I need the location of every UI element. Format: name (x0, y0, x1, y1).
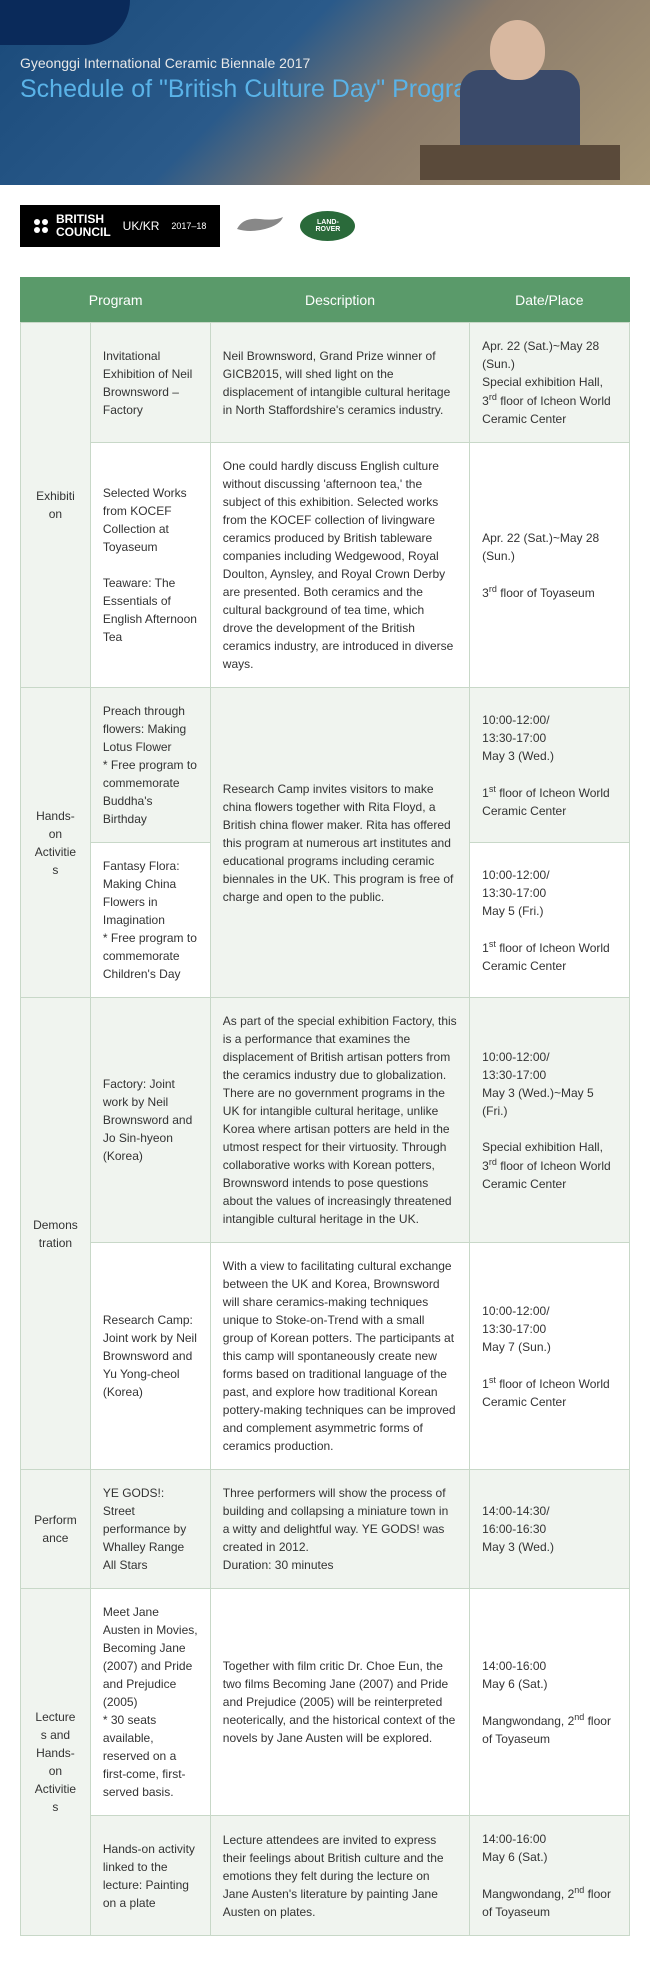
date-cell: 14:00-16:00May 6 (Sat.)Mangwondang, 2nd … (470, 1816, 630, 1936)
date-cell: Apr. 22 (Sat.)~May 28 (Sun.)Special exhi… (470, 323, 630, 443)
date-cell: 14:00-14:30/16:00-16:30May 3 (Wed.) (470, 1470, 630, 1589)
description-cell: Together with film critic Dr. Choe Eun, … (210, 1589, 469, 1816)
hero-illustration (420, 10, 620, 180)
date-cell: 10:00-12:00/13:30-17:00May 5 (Fri.)1st f… (470, 843, 630, 998)
program-cell: Factory: Joint work by Neil Brownsword a… (90, 998, 210, 1243)
table-row: ExhibitionInvitational Exhibition of Nei… (21, 323, 630, 443)
landrover-logo: LAND-ROVER (300, 211, 355, 241)
table-row: Research Camp: Joint work by Neil Browns… (21, 1243, 630, 1470)
category-cell: Exhibition (21, 323, 91, 688)
description-cell: Research Camp invites visitors to make c… (210, 688, 469, 998)
program-cell: Preach through flowers: Making Lotus Flo… (90, 688, 210, 843)
program-cell: Fantasy Flora: Making China Flowers in I… (90, 843, 210, 998)
description-cell: With a view to facilitating cultural exc… (210, 1243, 469, 1470)
category-cell: Demonstration (21, 998, 91, 1470)
table-header-row: Program Description Date/Place (21, 278, 630, 323)
description-cell: As part of the special exhibition Factor… (210, 998, 469, 1243)
table-row: Hands-on activity linked to the lecture:… (21, 1816, 630, 1936)
col-program: Program (21, 278, 211, 323)
description-cell: Lecture attendees are invited to express… (210, 1816, 469, 1936)
table-row: Hands-on ActivitiesPreach through flower… (21, 688, 630, 843)
dots-icon (34, 219, 48, 233)
date-cell: 10:00-12:00/13:30-17:00May 3 (Wed.)1st f… (470, 688, 630, 843)
date-cell: 14:00-16:00May 6 (Sat.)Mangwondang, 2nd … (470, 1589, 630, 1816)
col-date: Date/Place (470, 278, 630, 323)
program-cell: Hands-on activity linked to the lecture:… (90, 1816, 210, 1936)
date-cell: Apr. 22 (Sat.)~May 28 (Sun.)3rd floor of… (470, 443, 630, 688)
col-description: Description (210, 278, 469, 323)
description-cell: Neil Brownsword, Grand Prize winner of G… (210, 323, 469, 443)
category-cell: Performance (21, 1470, 91, 1589)
program-cell: YE GODS!: Street performance by Whalley … (90, 1470, 210, 1589)
schedule-body: ExhibitionInvitational Exhibition of Nei… (21, 323, 630, 1936)
date-cell: 10:00-12:00/13:30-17:00May 3 (Wed.)~May … (470, 998, 630, 1243)
schedule-table: Program Description Date/Place Exhibitio… (20, 277, 630, 1936)
table-row: Lectures and Hands-on ActivitiesMeet Jan… (21, 1589, 630, 1816)
table-row: Selected Works from KOCEF Collection at … (21, 443, 630, 688)
hero-banner: Gyeonggi International Ceramic Biennale … (0, 0, 650, 185)
description-cell: Three performers will show the process o… (210, 1470, 469, 1589)
british-council-logo: BRITISHCOUNCIL UK/KR 2017–18 (20, 205, 220, 247)
program-cell: Meet Jane Austen in Movies, Becoming Jan… (90, 1589, 210, 1816)
program-cell: Invitational Exhibition of Neil Brownswo… (90, 323, 210, 443)
program-cell: Selected Works from KOCEF Collection at … (90, 443, 210, 688)
program-cell: Research Camp: Joint work by Neil Browns… (90, 1243, 210, 1470)
table-row: DemonstrationFactory: Joint work by Neil… (21, 998, 630, 1243)
category-cell: Lectures and Hands-on Activities (21, 1589, 91, 1936)
description-cell: One could hardly discuss English culture… (210, 443, 469, 688)
table-row: PerformanceYE GODS!: Street performance … (21, 1470, 630, 1589)
category-cell: Hands-on Activities (21, 688, 91, 998)
logo-bar: BRITISHCOUNCIL UK/KR 2017–18 LAND-ROVER (0, 185, 650, 267)
date-cell: 10:00-12:00/13:30-17:00May 7 (Sun.)1st f… (470, 1243, 630, 1470)
jaguar-logo (235, 211, 285, 241)
